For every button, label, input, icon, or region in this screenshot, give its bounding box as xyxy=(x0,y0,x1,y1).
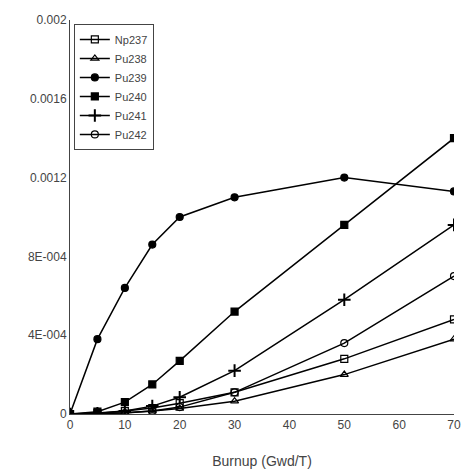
svg-text:60: 60 xyxy=(392,418,406,432)
svg-text:Pu241: Pu241 xyxy=(115,110,147,122)
svg-text:4E-004: 4E-004 xyxy=(28,328,67,342)
svg-text:20: 20 xyxy=(173,418,187,432)
svg-text:0.002: 0.002 xyxy=(37,13,67,27)
svg-text:40: 40 xyxy=(283,418,297,432)
svg-text:8E-004: 8E-004 xyxy=(28,250,67,264)
svg-text:10: 10 xyxy=(118,418,132,432)
svg-text:Pu238: Pu238 xyxy=(115,53,147,65)
svg-text:0: 0 xyxy=(60,407,67,421)
svg-text:Pu242: Pu242 xyxy=(115,129,147,141)
svg-text:Pu240: Pu240 xyxy=(115,91,147,103)
svg-text:Pu239: Pu239 xyxy=(115,72,147,84)
svg-text:30: 30 xyxy=(228,418,242,432)
svg-text:0: 0 xyxy=(67,418,74,432)
svg-text:Burnup (Gwd/T): Burnup (Gwd/T) xyxy=(212,453,312,469)
svg-text:0.0016: 0.0016 xyxy=(30,92,67,106)
svg-text:0.0012: 0.0012 xyxy=(30,171,67,185)
svg-text:50: 50 xyxy=(338,418,352,432)
svg-text:Np237: Np237 xyxy=(115,34,147,46)
svg-text:70: 70 xyxy=(447,418,461,432)
